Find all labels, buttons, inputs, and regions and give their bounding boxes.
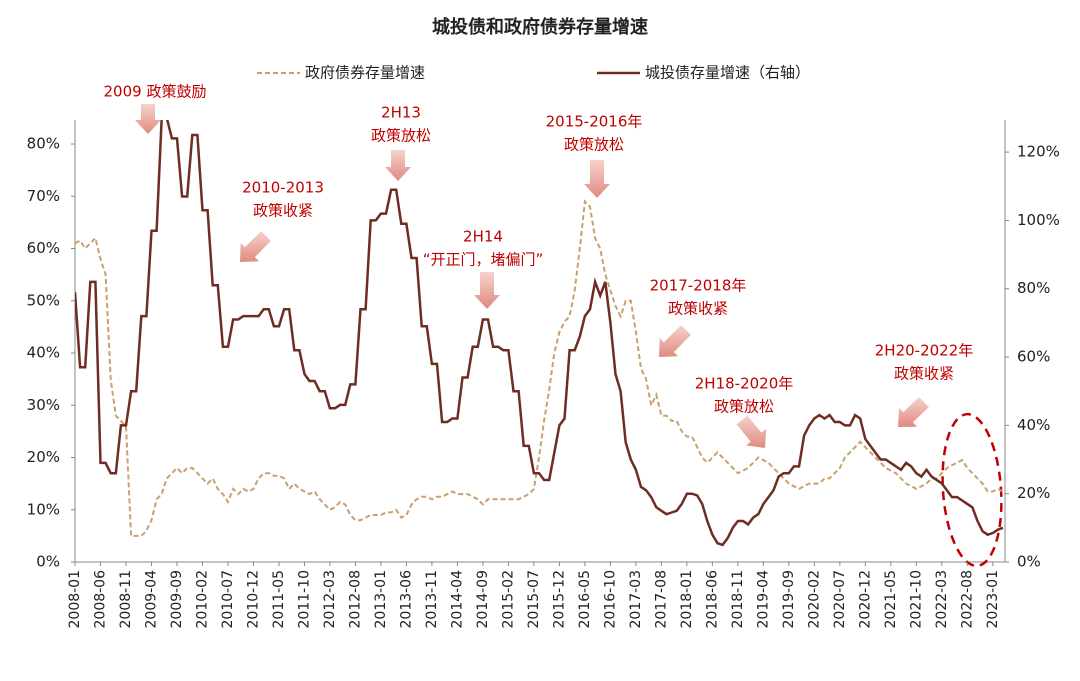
x-tick-label: 2016-05 — [577, 570, 593, 629]
y-tick-label: 50% — [27, 291, 60, 309]
y2-tick-label: 80% — [1017, 279, 1050, 297]
x-tick-label: 2009-04 — [143, 570, 159, 629]
x-tick-label: 2018-11 — [730, 570, 746, 629]
y-tick-label: 20% — [27, 448, 60, 466]
annotation-text: 2H18-2020年 — [695, 375, 794, 393]
x-tick-label: 2016-10 — [602, 570, 618, 629]
x-tick-label: 2015-02 — [500, 570, 516, 629]
x-tick-label: 2013-06 — [398, 570, 414, 629]
x-tick-label: 2008-06 — [92, 570, 108, 629]
y2-tick-label: 0% — [1017, 553, 1041, 571]
annotation-text: 政策收紧 — [253, 202, 313, 220]
x-tick-label: 2015-07 — [526, 570, 542, 629]
x-tick-label: 2009-09 — [169, 570, 185, 629]
y-tick-label: 40% — [27, 344, 60, 362]
y2-tick-label: 20% — [1017, 484, 1050, 502]
chart-title: 城投债和政府债券存量增速 — [432, 16, 648, 38]
x-tick-label: 2021-05 — [883, 570, 899, 629]
y-tick-label: 0% — [36, 553, 60, 571]
x-tick-label: 2021-10 — [908, 570, 924, 629]
legend-label: 政府债券存量增速 — [305, 64, 425, 82]
annotation-text: 政策收紧 — [894, 365, 954, 383]
x-tick-label: 2019-04 — [755, 570, 771, 629]
x-tick-label: 2011-05 — [271, 570, 287, 629]
x-tick-label: 2015-12 — [551, 570, 567, 629]
x-tick-label: 2008-01 — [67, 570, 83, 629]
annotation-text: 政策收紧 — [668, 300, 728, 318]
x-tick-label: 2010-02 — [194, 570, 210, 629]
x-tick-label: 2013-01 — [373, 570, 389, 629]
x-tick-label: 2018-01 — [679, 570, 695, 629]
x-tick-label: 2017-03 — [628, 570, 644, 629]
y2-tick-label: 120% — [1017, 143, 1060, 161]
y-tick-label: 70% — [27, 187, 60, 205]
legend-label: 城投债存量增速（右轴） — [645, 64, 810, 82]
y2-tick-label: 60% — [1017, 348, 1050, 366]
series-line — [75, 120, 1004, 547]
x-tick-label: 2022-08 — [959, 570, 975, 629]
x-tick-label: 2013-11 — [424, 570, 440, 629]
y-tick-label: 30% — [27, 396, 60, 414]
x-tick-label: 2010-12 — [245, 570, 261, 629]
annotation-arrow — [240, 231, 271, 262]
y-tick-label: 60% — [27, 239, 60, 257]
x-tick-label: 2014-04 — [449, 570, 465, 629]
x-tick-label: 2020-12 — [857, 570, 873, 629]
x-tick-label: 2018-06 — [704, 570, 720, 629]
x-tick-label: 2014-09 — [475, 570, 491, 629]
annotation-text: 2H13 — [381, 104, 421, 122]
y-tick-label: 80% — [27, 135, 60, 153]
annotation-arrow — [474, 272, 500, 309]
y2-tick-label: 100% — [1017, 211, 1060, 229]
annotation-arrow — [898, 397, 929, 427]
annotation-text: 2015-2016年 — [546, 113, 643, 131]
annotation-text: 政策放松 — [714, 398, 774, 416]
x-tick-label: 2019-09 — [781, 570, 797, 629]
x-tick-label: 2012-08 — [347, 570, 363, 629]
annotation-arrow — [385, 150, 411, 181]
x-tick-label: 2012-03 — [322, 570, 338, 629]
x-tick-label: 2020-02 — [806, 570, 822, 629]
annotation-text: 2017-2018年 — [650, 277, 747, 295]
x-tick-label: 2008-11 — [118, 570, 134, 629]
highlight-ellipse — [941, 412, 1003, 568]
x-tick-label: 2020-07 — [832, 570, 848, 629]
x-tick-label: 2022-03 — [934, 570, 950, 629]
annotation-arrow — [135, 104, 161, 134]
annotation-arrow — [659, 325, 691, 357]
series-line — [75, 199, 1004, 537]
annotation-text: “开正门，堵偏门” — [423, 251, 544, 269]
x-tick-label: 2011-10 — [296, 570, 312, 629]
annotation-text: 政策放松 — [564, 136, 624, 154]
x-tick-label: 2010-07 — [220, 570, 236, 629]
annotation-text: 2010-2013 — [242, 179, 324, 197]
annotation-arrow — [736, 415, 767, 448]
annotation-arrow — [584, 160, 610, 198]
annotation-text: 2H14 — [463, 228, 503, 246]
y-tick-label: 10% — [27, 500, 60, 518]
x-tick-label: 2023-01 — [985, 570, 1001, 629]
plot-area — [75, 120, 1004, 547]
annotation-text: 2H20-2022年 — [875, 342, 974, 360]
y2-tick-label: 40% — [1017, 416, 1050, 434]
x-tick-label: 2017-08 — [653, 570, 669, 629]
annotation-text: 2009 政策鼓励 — [104, 83, 207, 101]
annotation-text: 政策放松 — [371, 127, 431, 145]
